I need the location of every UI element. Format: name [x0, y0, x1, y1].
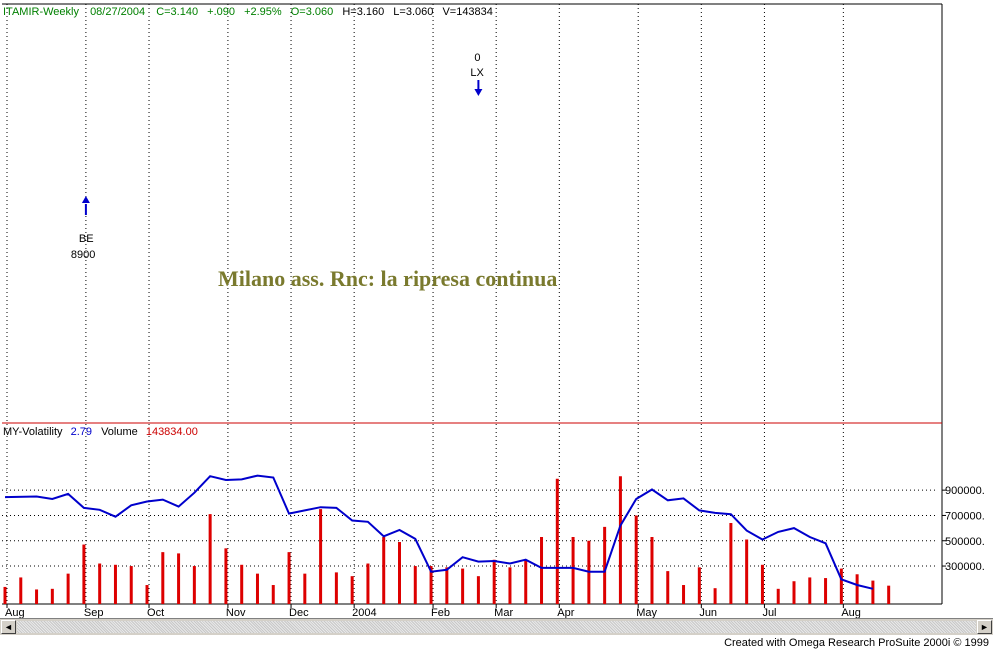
month-tick-label: Jun [699, 607, 717, 618]
volume-tick-label: 900000. [945, 485, 985, 497]
signal-exit-label: LX [470, 67, 484, 79]
footer: Created with Omega Research ProSuite 200… [0, 635, 993, 651]
volume-layer [3, 474, 891, 604]
grid-layer [2, 3, 943, 605]
axis-layer: 3.4003.2003.0002.8002.6002.4002.2002.000… [5, 485, 985, 618]
month-tick-label: Dec [289, 607, 309, 618]
month-tick-label: Feb [431, 607, 450, 618]
month-tick-label: Apr [557, 607, 574, 618]
chart-canvas: 3.4003.2003.0002.8002.6002.4002.2002.000… [2, 3, 985, 618]
chart-header: ITAMIR-Weekly 08/27/2004 C=3.140 +.090 +… [3, 6, 493, 18]
indicator-value: 2.79 [71, 426, 92, 438]
down-arrow-icon [474, 89, 483, 96]
signal-entry-size: 8900 [71, 249, 95, 261]
volatility-line [4, 474, 874, 590]
up-arrow-icon [81, 196, 90, 203]
volume-value: 143834.00 [146, 426, 198, 438]
indicator-name: MY-Volatility [3, 426, 63, 438]
date-label: 08/27/2004 [90, 6, 145, 18]
signal-entry-label: BE [79, 233, 94, 245]
month-tick-label: Nov [226, 607, 246, 618]
signal-exit-size: 0 [474, 52, 480, 64]
symbol-label: ITAMIR-Weekly [3, 6, 79, 18]
lower-panel-header: MY-Volatility 2.79 Volume 143834.00 [3, 426, 198, 438]
month-tick-label: May [636, 607, 657, 618]
signals-layer: BE 8900 0 LX [71, 52, 485, 261]
month-tick-label: Oct [147, 607, 164, 618]
month-tick-label: 2004 [352, 607, 376, 618]
change-label: +.090 [207, 6, 235, 18]
high-label: H=3.160 [342, 6, 384, 18]
volume-name: Volume [101, 426, 138, 438]
left-arrow-icon: ◄ [4, 622, 13, 632]
month-tick-label: Aug [841, 607, 861, 618]
right-arrow-icon: ► [980, 622, 989, 632]
pct-change-label: +2.95% [244, 6, 282, 18]
volume-tick-label: 500000. [945, 536, 985, 548]
open-label: O=3.060 [291, 6, 334, 18]
footer-credit: Created with Omega Research ProSuite 200… [724, 637, 989, 649]
close-label: C=3.140 [156, 6, 198, 18]
chart-annotation: Milano ass. Rnc: la ripresa continua [218, 266, 557, 291]
volume-tick-label: 300000. [945, 561, 985, 573]
month-tick-label: Aug [5, 607, 25, 618]
horizontal-scrollbar[interactable]: ◄ ► [0, 618, 993, 635]
low-label: L=3.060 [393, 6, 433, 18]
volume-label: V=143834 [442, 6, 492, 18]
month-tick-label: Jul [762, 607, 776, 618]
scroll-left-button[interactable]: ◄ [1, 620, 16, 634]
month-tick-label: Sep [84, 607, 104, 618]
scroll-right-button[interactable]: ► [977, 620, 992, 634]
month-tick-label: Mar [494, 607, 513, 618]
scrollbar-track[interactable] [17, 621, 976, 633]
volume-tick-label: 700000. [945, 510, 985, 522]
